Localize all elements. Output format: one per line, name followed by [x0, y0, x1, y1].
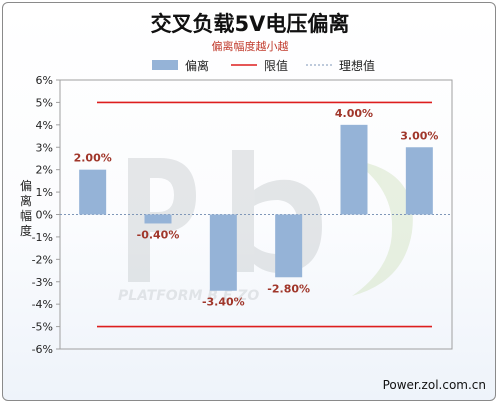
y-tick-label: 2%	[36, 164, 53, 177]
y-axis-ticks: 6% 5% 4% 3% 2% 1% 0% -1% -2% -3% -4% -5% -6%	[32, 74, 60, 356]
y-tick-label: -1%	[32, 231, 53, 244]
bar	[79, 169, 107, 215]
y-tick-label: 5%	[36, 96, 53, 109]
legend-label-deviation: 偏离	[185, 58, 209, 73]
data-label: -0.40%	[137, 228, 180, 241]
data-label: 2.00%	[74, 152, 112, 165]
legend-label-ideal: 理想值	[339, 58, 375, 73]
watermark: PLATFORM B E ZO	[118, 150, 413, 304]
y-tick-label: -5%	[32, 321, 53, 334]
bar	[144, 214, 172, 224]
y-tick-label: 1%	[36, 186, 53, 199]
data-label: -3.40%	[202, 296, 245, 309]
y-tick-label: 3%	[36, 141, 53, 154]
data-label: -2.80%	[267, 282, 310, 295]
y-tick-label: -2%	[32, 253, 53, 266]
y-tick-label: -6%	[32, 343, 53, 356]
y-axis-label: 偏离幅度	[20, 178, 32, 238]
reference-lines	[60, 101, 452, 328]
chart-subtitle: 偏离幅度越小越	[212, 39, 289, 53]
watermark-swoosh	[352, 160, 413, 296]
y-tick-label: -3%	[32, 276, 53, 289]
bar	[340, 124, 368, 215]
legend-label-limit: 限值	[264, 58, 288, 73]
chart-title: 交叉负载5V电压偏离	[151, 12, 350, 36]
legend-swatch-deviation	[152, 60, 178, 70]
bar	[209, 214, 237, 291]
data-labels: 2.00% -0.40% -3.40% -2.80% 4.00% 3.00%	[74, 107, 439, 309]
source-credit: Power.zol.com.cn	[383, 378, 486, 392]
bar	[405, 147, 433, 215]
legend: 偏离 限值 理想值	[152, 58, 375, 73]
data-label: 3.00%	[400, 129, 438, 142]
watermark-logo	[128, 150, 322, 282]
data-label: 4.00%	[335, 107, 373, 120]
y-tick-label: 6%	[36, 74, 53, 87]
y-tick-label: 0%	[36, 209, 53, 222]
bars	[79, 124, 433, 291]
y-tick-label: 4%	[36, 119, 53, 132]
watermark-text: PLATFORM B E ZO	[118, 288, 259, 304]
y-tick-label: -4%	[32, 298, 53, 311]
bar	[275, 214, 303, 278]
